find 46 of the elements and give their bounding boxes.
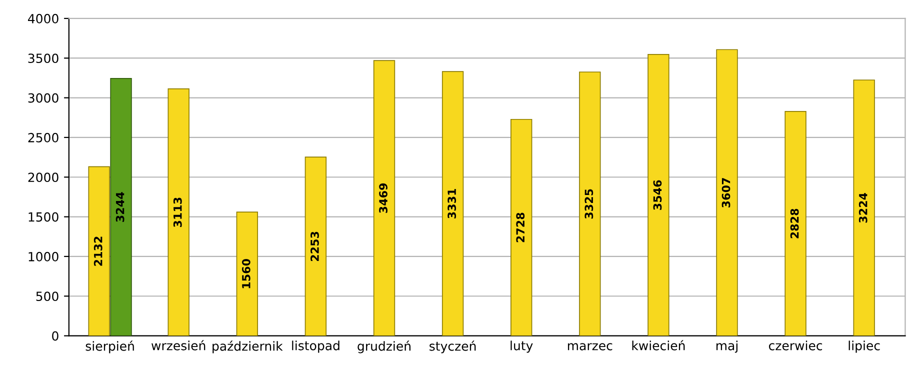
y-tick-label: 1000 <box>28 252 58 262</box>
x-tick-label: listopad <box>292 340 340 353</box>
data-label: 3244 <box>116 192 124 222</box>
y-tick-label: 1500 <box>28 212 58 222</box>
bar <box>784 111 806 336</box>
y-tick-label: 0 <box>52 331 58 341</box>
y-tick-label: 500 <box>36 292 58 302</box>
bar <box>236 212 258 336</box>
x-tick-label: marzec <box>568 343 612 350</box>
x-tick-label: maj <box>716 340 738 353</box>
bar <box>373 60 396 336</box>
bar <box>579 72 601 336</box>
x-tick-label: grudzień <box>358 340 410 354</box>
bar <box>510 118 532 336</box>
y-tick-label: 2500 <box>28 132 58 142</box>
x-tick-label: sierpień <box>86 340 134 354</box>
x-tick-label: kwiecień <box>632 340 685 350</box>
bar <box>110 78 132 336</box>
bar <box>853 80 875 336</box>
data-label: 3546 <box>653 180 662 210</box>
bar <box>648 54 670 336</box>
bar <box>304 156 327 336</box>
x-tick-label: luty <box>510 340 533 353</box>
x-tick-label: lipiec <box>848 340 880 353</box>
bar <box>168 88 190 336</box>
y-tick-label: 2000 <box>28 172 58 182</box>
x-tick-label: styczeń <box>430 340 476 354</box>
y-tick-label: 4000 <box>28 14 58 24</box>
data-label: 3607 <box>722 178 730 208</box>
data-label: 3113 <box>173 198 182 228</box>
x-tick-label: październik <box>212 340 283 354</box>
data-label: 2253 <box>310 232 319 261</box>
data-label: 2728 <box>516 212 525 242</box>
y-tick-label: 3000 <box>28 93 58 103</box>
bar <box>716 49 738 336</box>
data-label: 3325 <box>584 189 594 219</box>
data-label: 2132 <box>94 236 102 266</box>
x-tick-label: czerwiec <box>768 340 822 350</box>
data-label: 3224 <box>858 192 868 223</box>
x-tick-label: wrzesień <box>152 340 206 350</box>
y-tick-label: 3500 <box>28 54 58 64</box>
data-label: 3331 <box>448 188 456 218</box>
data-label: 2828 <box>790 208 799 238</box>
bar <box>442 71 464 336</box>
data-label: 1560 <box>242 258 250 288</box>
data-label: 3469 <box>379 183 388 213</box>
